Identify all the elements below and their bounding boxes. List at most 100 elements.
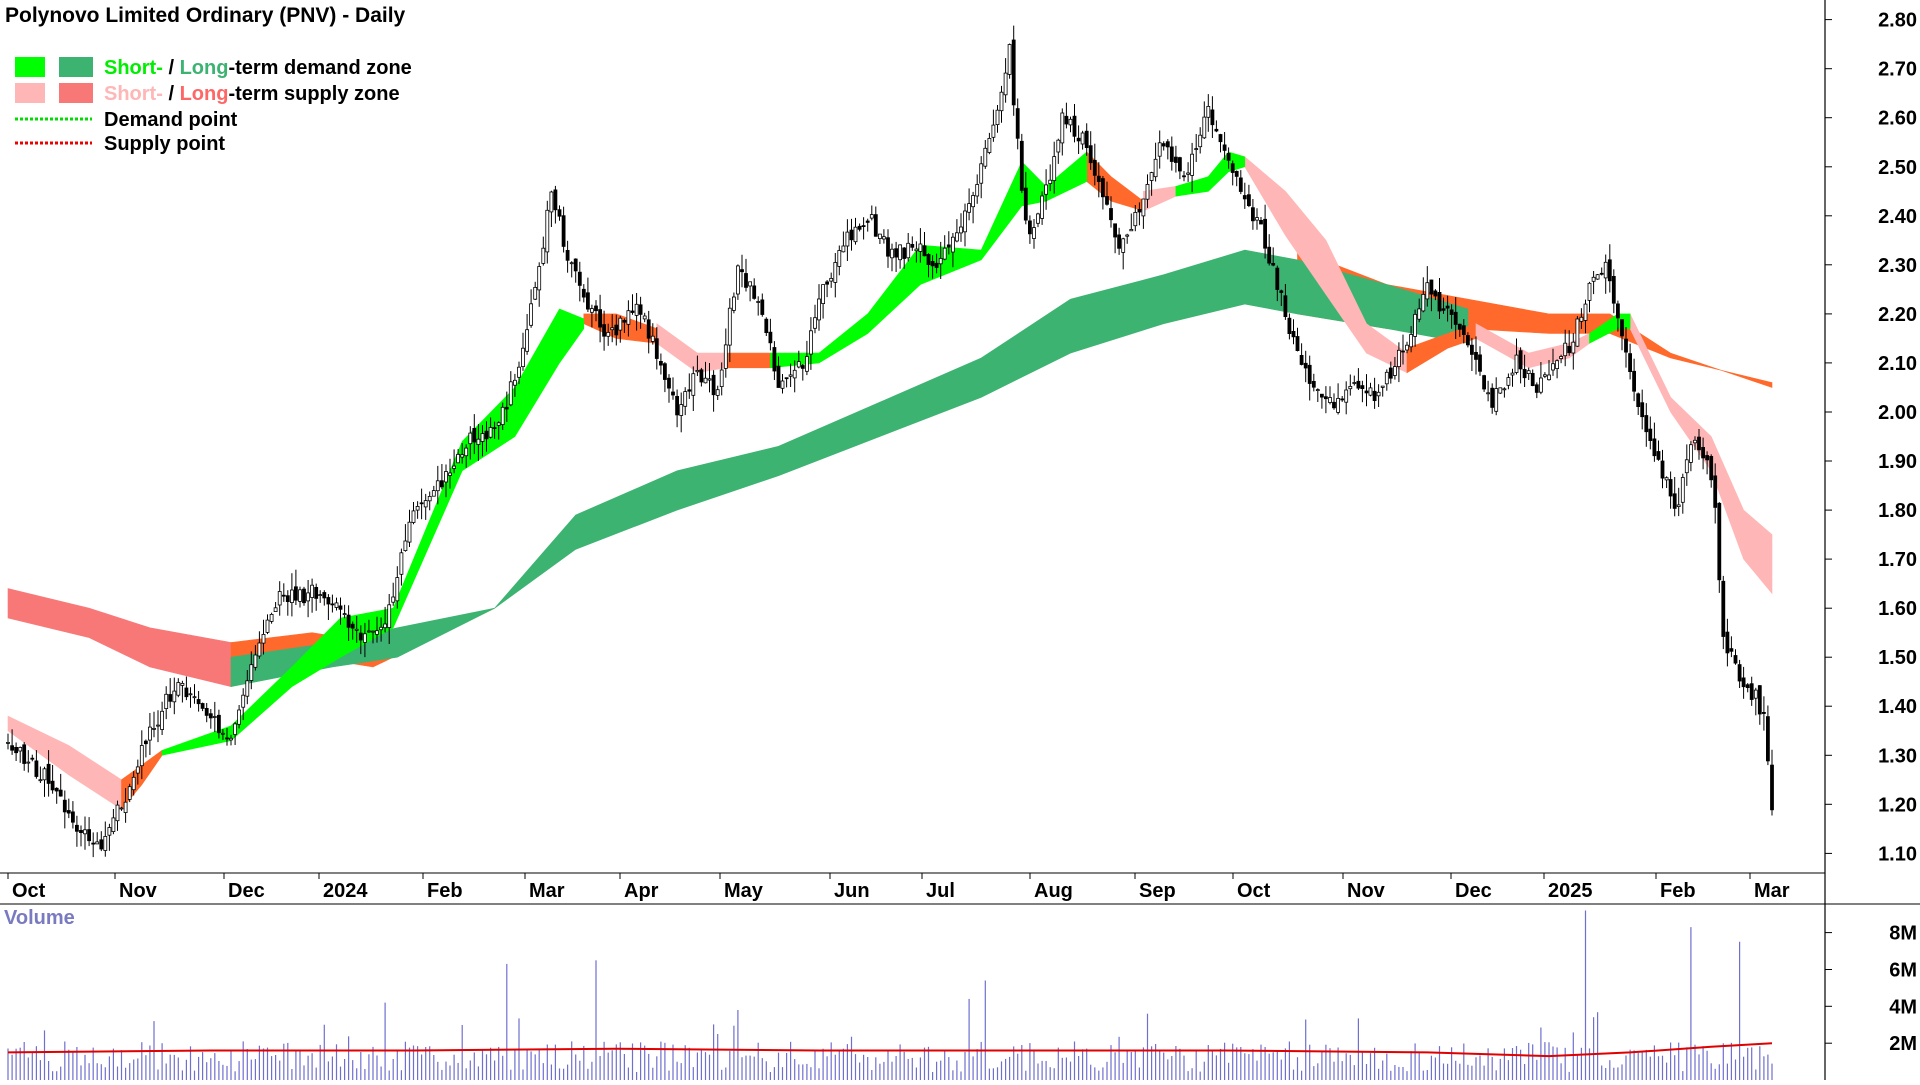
candle-body bbox=[1279, 290, 1284, 293]
candle-body bbox=[354, 628, 359, 631]
candle-body bbox=[1401, 350, 1405, 353]
candle-body bbox=[517, 366, 521, 378]
candle-body bbox=[431, 490, 436, 497]
candle-body bbox=[1344, 389, 1349, 403]
candle-body bbox=[999, 91, 1004, 112]
candle-body bbox=[1372, 390, 1377, 401]
x-tick-label: Nov bbox=[1347, 880, 1386, 902]
candle-body bbox=[1762, 712, 1766, 714]
candle-body bbox=[573, 258, 578, 272]
candle-body bbox=[1011, 39, 1016, 106]
candle-body bbox=[1766, 716, 1770, 762]
candle-body bbox=[1551, 363, 1555, 371]
candle-body bbox=[439, 480, 444, 488]
candle-body bbox=[1032, 227, 1036, 239]
candle-body bbox=[1652, 438, 1657, 457]
x-tick-label: 2024 bbox=[323, 880, 368, 902]
y-tick-label: 1.80 bbox=[1878, 500, 1917, 522]
candle-body bbox=[1701, 446, 1705, 459]
candle-body bbox=[1640, 402, 1645, 418]
x-tick-label: Sep bbox=[1139, 880, 1176, 902]
candle-body bbox=[545, 209, 550, 253]
candle-body bbox=[249, 664, 254, 681]
candle-body bbox=[139, 745, 144, 767]
x-tick-label: Oct bbox=[12, 880, 46, 902]
candle-body bbox=[371, 630, 375, 633]
candle-body bbox=[1571, 341, 1576, 354]
candle-body bbox=[1689, 444, 1693, 463]
candle-body bbox=[626, 310, 631, 325]
candle-body bbox=[1543, 374, 1547, 377]
candle-body bbox=[792, 369, 797, 379]
candle-body bbox=[1445, 305, 1450, 309]
candle-body bbox=[496, 422, 501, 426]
candle-body bbox=[387, 604, 392, 628]
candle-body bbox=[1672, 493, 1677, 509]
candle-body bbox=[618, 317, 623, 331]
candle-body bbox=[841, 245, 846, 253]
candle-body bbox=[1376, 391, 1381, 397]
candle-body bbox=[1222, 144, 1227, 151]
candle-body bbox=[1210, 109, 1215, 126]
candle-body bbox=[598, 309, 602, 328]
candle-body bbox=[1182, 175, 1186, 178]
candle-body bbox=[565, 249, 570, 261]
legend-label: Supply point bbox=[104, 133, 225, 155]
x-tick-label: Dec bbox=[1455, 880, 1492, 902]
candle-body bbox=[1161, 143, 1166, 147]
candle-body bbox=[1607, 259, 1612, 282]
volume-y-tick-label: 6M bbox=[1889, 960, 1917, 982]
candle-body bbox=[1084, 130, 1089, 148]
candle-body bbox=[1721, 580, 1726, 637]
candle-body bbox=[711, 374, 716, 396]
candle-body bbox=[1101, 178, 1105, 198]
candle-body bbox=[188, 693, 193, 696]
candle-body bbox=[979, 163, 984, 184]
candle-body bbox=[123, 801, 128, 814]
candle-body bbox=[1591, 276, 1596, 282]
candle-body bbox=[1040, 195, 1044, 219]
candle-body bbox=[586, 292, 590, 310]
candle-body bbox=[1303, 362, 1308, 369]
candle-body bbox=[829, 277, 834, 282]
candle-body bbox=[1547, 374, 1551, 381]
candle-body bbox=[671, 391, 675, 396]
candle-body bbox=[1076, 137, 1081, 142]
candle-body bbox=[220, 732, 225, 735]
candle-body bbox=[1506, 377, 1511, 386]
candlesticks bbox=[6, 25, 1774, 858]
candle-body bbox=[342, 613, 347, 615]
candle-body bbox=[1356, 380, 1361, 389]
candle-body bbox=[265, 619, 270, 633]
candle-body bbox=[1530, 372, 1535, 386]
candle-body bbox=[1003, 72, 1008, 96]
candle-body bbox=[314, 587, 319, 599]
candle-body bbox=[1015, 108, 1020, 139]
candle-body bbox=[452, 465, 457, 469]
x-tick-label: Aug bbox=[1034, 880, 1073, 902]
candle-body bbox=[1770, 764, 1774, 811]
candle-body bbox=[577, 271, 582, 286]
candle-body bbox=[87, 829, 91, 842]
candle-body bbox=[500, 406, 505, 425]
candle-body bbox=[1291, 330, 1296, 338]
candle-body bbox=[1186, 172, 1190, 175]
candle-body bbox=[427, 495, 432, 502]
candle-body bbox=[1299, 354, 1304, 365]
candle-body bbox=[306, 592, 311, 602]
candle-body bbox=[488, 427, 493, 438]
volume-y-tick-label: 2M bbox=[1889, 1033, 1917, 1055]
candle-body bbox=[946, 244, 951, 248]
candle-body bbox=[1165, 141, 1170, 148]
candle-body bbox=[1644, 415, 1649, 433]
candle-body bbox=[796, 361, 801, 368]
candle-body bbox=[115, 804, 120, 822]
candle-body bbox=[768, 331, 773, 344]
candle-body bbox=[366, 630, 371, 633]
candle-body bbox=[930, 260, 935, 267]
candle-body bbox=[1315, 389, 1320, 392]
candle-body bbox=[537, 266, 542, 291]
x-tick-label: Apr bbox=[624, 880, 659, 902]
candle-body bbox=[1328, 397, 1332, 403]
candle-body bbox=[1218, 134, 1223, 143]
